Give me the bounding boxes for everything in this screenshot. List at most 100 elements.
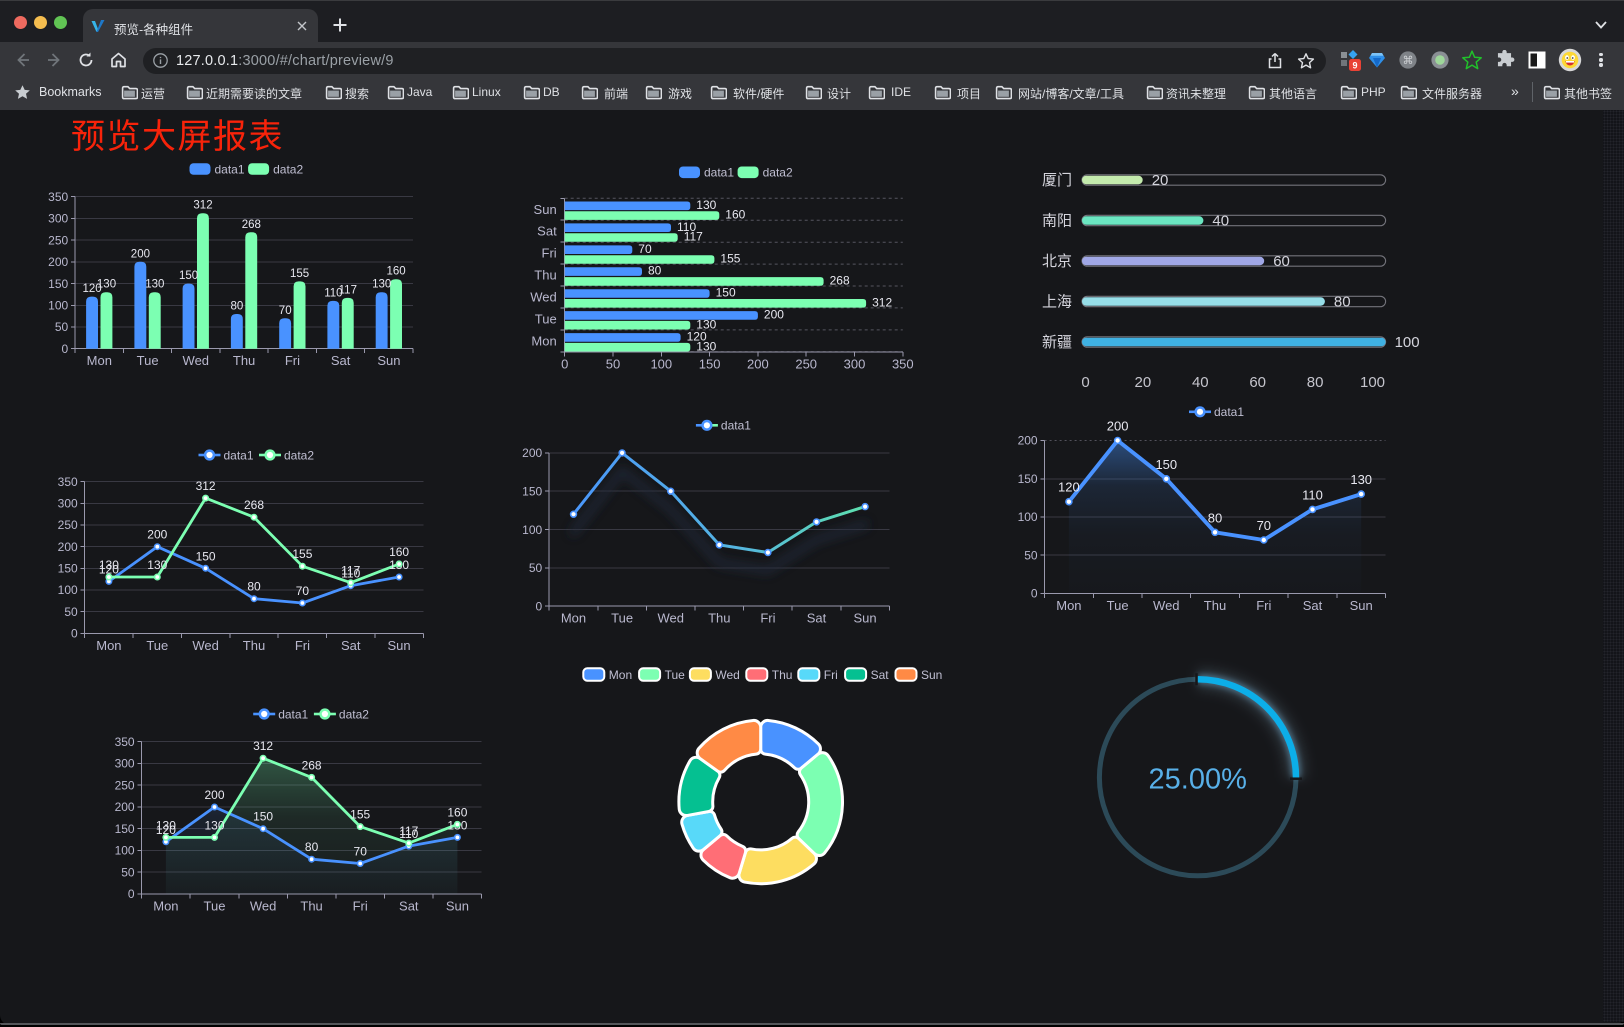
svg-text:150: 150 [48,277,68,291]
svg-text:Tue: Tue [146,638,168,653]
svg-text:20: 20 [1135,374,1152,391]
svg-text:Mon: Mon [87,353,112,368]
svg-text:20: 20 [1152,172,1169,189]
svg-text:200: 200 [48,255,68,269]
svg-text:155: 155 [720,252,740,266]
svg-text:120: 120 [156,823,176,837]
svg-text:Sun: Sun [921,668,942,682]
svg-text:130: 130 [97,279,116,291]
svg-text:70: 70 [638,242,652,256]
svg-text:Tue: Tue [665,668,686,682]
svg-text:70: 70 [1257,518,1271,533]
svg-text:Sun: Sun [446,899,469,914]
svg-text:80: 80 [1307,374,1324,391]
svg-text:350: 350 [58,475,78,489]
svg-text:70: 70 [354,845,368,859]
svg-text:100: 100 [522,523,542,537]
svg-text:110: 110 [677,220,696,234]
svg-text:0: 0 [1031,587,1038,601]
svg-text:268: 268 [242,219,261,231]
svg-text:110: 110 [399,827,418,841]
svg-text:80: 80 [1334,294,1351,311]
svg-text:80: 80 [1208,510,1222,525]
svg-text:0: 0 [71,627,78,641]
svg-text:Tue: Tue [204,899,226,914]
svg-text:9: 9 [1352,61,1357,71]
svg-text:Mon: Mon [561,611,586,626]
svg-text:130: 130 [1350,472,1372,487]
svg-text:350: 350 [892,356,914,371]
svg-text:150: 150 [179,270,198,282]
svg-text:80: 80 [231,301,244,313]
svg-text:Mon: Mon [531,333,556,348]
svg-text:Thu: Thu [772,668,793,682]
svg-text:Tue: Tue [137,353,159,368]
svg-text:Sun: Sun [377,353,400,368]
svg-text:Sun: Sun [534,202,557,217]
svg-text:350: 350 [48,190,68,204]
svg-text:40: 40 [1192,374,1209,391]
svg-text:北京: 北京 [1042,253,1072,270]
svg-text:312: 312 [253,739,273,753]
svg-text:150: 150 [196,549,216,563]
svg-text:Sat: Sat [341,638,361,653]
svg-text:160: 160 [447,805,467,819]
svg-text:0: 0 [561,356,568,371]
svg-text:80: 80 [648,264,662,278]
svg-text:data2: data2 [273,162,303,176]
svg-text:200: 200 [115,800,135,814]
svg-text:130: 130 [145,279,164,291]
svg-text:60: 60 [1249,374,1266,391]
svg-text:300: 300 [48,212,68,226]
svg-text:250: 250 [58,518,78,532]
svg-text:70: 70 [279,305,292,317]
svg-text:Mon: Mon [96,638,121,653]
svg-text:200: 200 [1107,419,1129,434]
svg-text:110: 110 [1302,487,1323,502]
svg-text:120: 120 [1058,480,1080,495]
svg-text:Tue: Tue [1107,598,1129,613]
svg-text:150: 150 [115,822,135,836]
svg-text:Thu: Thu [708,611,730,626]
svg-text:上海: 上海 [1042,294,1072,311]
svg-text:Fri: Fri [285,353,300,368]
svg-text:200: 200 [58,540,78,554]
svg-text:Sat: Sat [331,353,351,368]
svg-text:100: 100 [48,299,68,313]
svg-text:data2: data2 [763,166,793,180]
svg-text:100: 100 [650,356,672,371]
svg-text:312: 312 [872,295,892,309]
svg-text:40: 40 [1212,213,1229,230]
svg-text:100: 100 [58,583,78,597]
svg-text:0: 0 [536,599,543,613]
svg-text:80: 80 [247,580,261,594]
svg-text:data1: data1 [721,419,751,433]
svg-text:南阳: 南阳 [1042,213,1072,230]
svg-text:50: 50 [64,605,78,619]
svg-text:155: 155 [350,808,370,822]
svg-text:160: 160 [725,208,745,222]
svg-text:155: 155 [290,268,309,280]
svg-text:80: 80 [305,840,319,854]
svg-text:200: 200 [1018,434,1038,448]
svg-text:Thu: Thu [300,899,322,914]
svg-text:130: 130 [99,558,119,572]
svg-text:100: 100 [1360,374,1385,391]
svg-text:312: 312 [193,200,212,212]
svg-text:Sat: Sat [871,668,890,682]
svg-text:Sun: Sun [388,638,411,653]
svg-text:130: 130 [204,818,224,832]
svg-text:160: 160 [389,545,409,559]
svg-text:Fri: Fri [295,638,310,653]
svg-text:Sat: Sat [537,224,557,239]
svg-text:60: 60 [1273,253,1290,270]
svg-text:110: 110 [324,287,342,299]
svg-text:100: 100 [115,844,135,858]
svg-text:200: 200 [147,528,167,542]
svg-text:117: 117 [399,824,418,838]
svg-text:⌘: ⌘ [1403,55,1414,67]
svg-text:Wed: Wed [530,290,557,305]
svg-text:Wed: Wed [715,668,739,682]
svg-text:Fri: Fri [760,611,775,626]
svg-text:Fri: Fri [1256,598,1271,613]
